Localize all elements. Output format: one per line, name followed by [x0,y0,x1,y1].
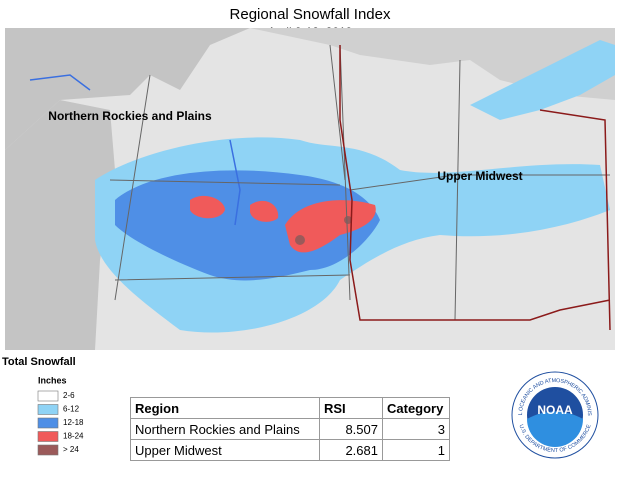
rsi-table: Region RSI Category Northern Rockies and… [130,397,450,461]
header-cell: Region [130,397,320,419]
snow-over-24 [344,216,352,224]
table-row: Upper Midwest 2.681 1 [130,439,450,461]
legend-unit: Inches [38,375,67,385]
cell: 3 [382,418,450,440]
state-lines [109,44,610,321]
header-cell: RSI [319,397,383,419]
cell: 1 [382,439,450,461]
cell: 8.507 [319,418,383,440]
title: Regional Snowfall Index [230,6,391,23]
region-label: Upper Midwest [437,169,522,183]
outside-region [5,28,250,150]
legend: 2-6 6-12 12-18 18-24 > 24 [37,390,84,456]
map: Northern Rockies and Plains Upper Midwes… [5,28,615,350]
snow-18-24 [250,200,279,222]
logo-text: NOAA [537,403,573,417]
table-header: Region RSI Category [130,397,450,419]
table-row: Northern Rockies and Plains 8.507 3 [130,418,450,440]
lake-superior [470,40,615,120]
region-label: Northern Rockies and Plains [48,109,212,123]
legend-label: > 24 [63,445,79,454]
legend-label: 6-12 [63,405,80,414]
cell: Northern Rockies and Plains [130,418,320,440]
legend-swatch [37,431,59,442]
snow-12-18 [115,170,380,281]
region-border [339,45,611,331]
legend-label: 12-18 [63,418,84,427]
legend-label: 18-24 [63,432,84,441]
cell: 2.681 [319,439,383,461]
logo-wave [527,411,583,447]
outside-region [5,100,115,350]
legend-title: Total Snowfall [2,356,76,368]
snow-over-24 [295,235,305,245]
legend-swatch [37,444,59,456]
legend-swatch [37,404,59,415]
legend-swatch [37,390,59,402]
header-cell: Category [382,397,450,419]
cell: Upper Midwest [130,439,320,461]
river [29,74,241,226]
snow-18-24 [190,195,225,219]
snow-18-24 [285,200,376,253]
legend-swatch [37,417,59,429]
legend-label: 2-6 [63,391,75,400]
noaa-logo: NATIONAL OCEANIC AND ATMOSPHERIC ADMINIS… [511,371,599,459]
